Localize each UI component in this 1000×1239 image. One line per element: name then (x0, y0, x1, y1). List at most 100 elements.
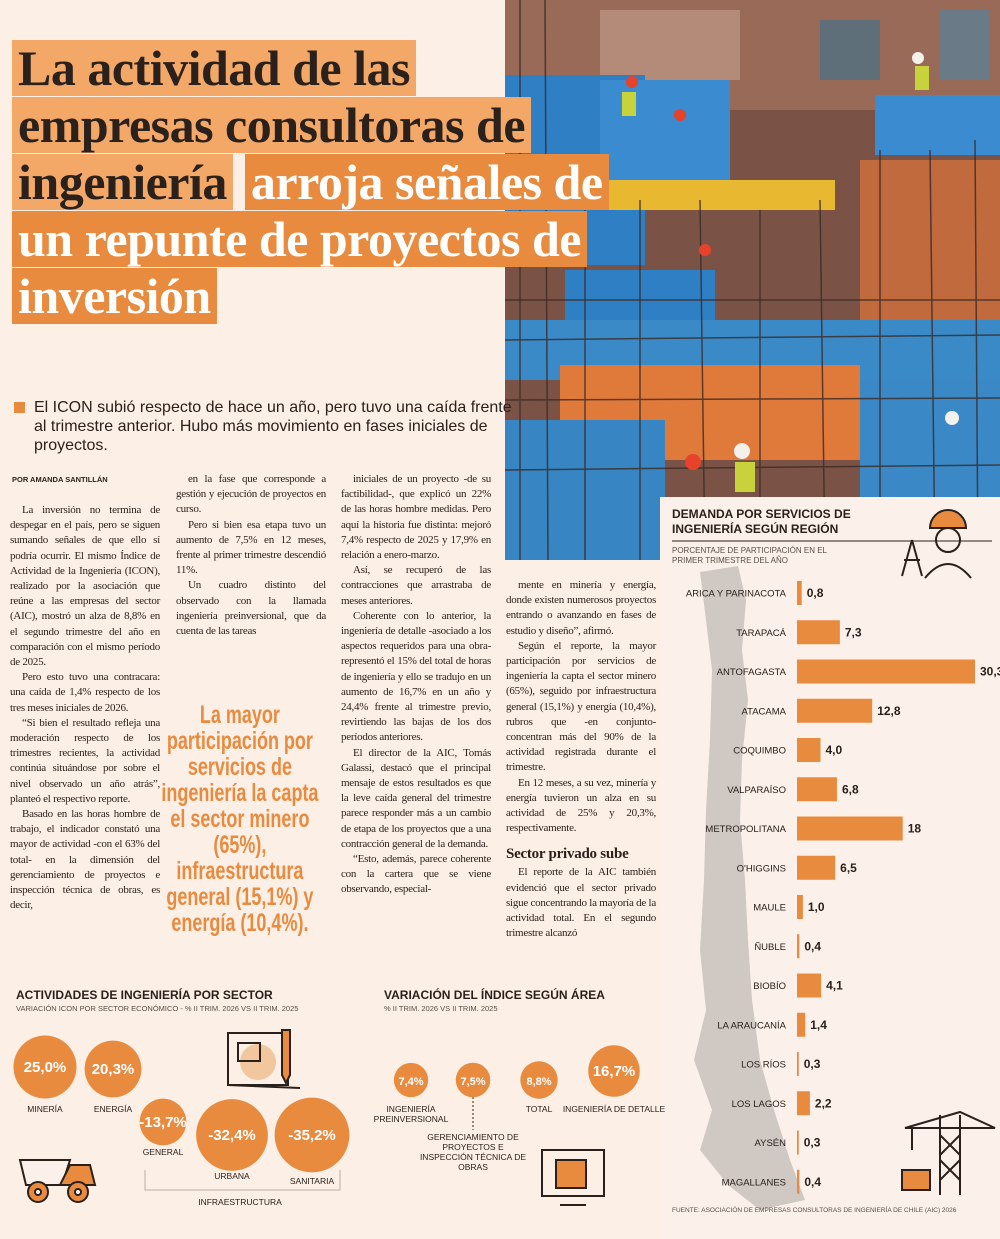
category-label: SANITARIA (289, 1176, 335, 1186)
bar (797, 1052, 799, 1076)
value-label: 0,8 (807, 586, 824, 600)
category-label: COQUIMBO (733, 746, 786, 757)
paragraph: Según el reporte, la mayor participación… (506, 639, 656, 774)
paragraph: El reporte de la AIC también evidenció q… (506, 866, 656, 940)
category-label: ANTOFAGASTA (717, 667, 787, 678)
headline: La actividad de las empresas consultoras… (12, 40, 612, 325)
bar (797, 934, 800, 959)
bubble (588, 1045, 640, 1097)
text-column: mente en minería y energía, donde existe… (506, 578, 656, 941)
paragraph: Coherente con lo anterior, la ingeniería… (341, 609, 491, 744)
map-of-chile (694, 566, 805, 1210)
category-label: ENERGÍA (93, 1104, 133, 1114)
paragraph: Así, se recuperó de las contracciones qu… (341, 564, 491, 607)
bubble (139, 1098, 187, 1146)
bubble (520, 1061, 558, 1099)
text-column: La inversión no termina de despegar en e… (10, 503, 160, 913)
value-label: 16,7% (593, 1063, 636, 1080)
category-label: INGENIERÍA DE DETALLE (562, 1104, 666, 1114)
lead: El ICON subió respecto de hace un año, p… (14, 398, 514, 455)
value-label: 1,0 (808, 900, 825, 914)
bar (797, 973, 822, 998)
bar (797, 1169, 800, 1194)
construction-photo (504, 0, 1000, 561)
paragraph: en la fase que corresponde a gestión y e… (176, 473, 326, 516)
bubble (196, 1099, 268, 1171)
category-label: GERENCIAMIENTO DE PROYECTOS E INSPECCIÓN… (419, 1132, 527, 1172)
value-label: 20,3% (92, 1061, 135, 1078)
bubble (455, 1062, 491, 1098)
byline: POR AMANDA SANTILLÁN (12, 475, 108, 484)
value-label: 25,0% (24, 1059, 67, 1076)
paragraph: La inversión no termina de despegar en e… (10, 504, 160, 669)
category-label: MINERÍA (27, 1104, 63, 1114)
source: FUENTE: ASOCIACIÓN DE EMPRESAS CONSULTOR… (672, 1207, 957, 1214)
category-label: AYSÉN (754, 1138, 786, 1149)
value-label: 8,8% (526, 1076, 551, 1088)
paragraph: Pero si bien esa etapa tuvo un aumento d… (176, 518, 326, 577)
value-label: -13,7% (139, 1114, 187, 1131)
subheading: Sector privado sube (506, 846, 629, 863)
value-label: 6,8 (842, 782, 859, 796)
bubble (393, 1062, 429, 1098)
paragraph: iniciales de un proyecto -de su factibil… (341, 473, 491, 562)
value-label: 4,0 (825, 743, 842, 757)
category-label: O'HIGGINS (737, 863, 786, 874)
value-label: 30,3 (980, 665, 1000, 679)
category-label: MAGALLANES (722, 1177, 786, 1188)
category-label: TOTAL (525, 1104, 553, 1114)
category-label: INGENIERÍA PREINVERSIONAL (373, 1104, 449, 1124)
text-column: iniciales de un proyecto -de su factibil… (341, 472, 491, 898)
category-label: ATACAMA (741, 706, 786, 717)
chart-title: ACTIVIDADES DE INGENIERÍA POR SECTOR (16, 988, 273, 1002)
value-label: 0,4 (804, 1175, 821, 1189)
value-label: 6,5 (840, 861, 857, 875)
value-label: 0,3 (804, 1057, 821, 1071)
bar (797, 698, 873, 723)
paragraph: “Si bien el resultado refleja una modera… (10, 716, 160, 805)
category-label: ÑUBLE (754, 942, 786, 953)
value-label: 7,3 (845, 625, 862, 639)
category-label: GENERAL (142, 1147, 184, 1157)
value-label: 12,8 (877, 704, 901, 718)
chart-subtitle: % II TRIM. 2026 VS II TRIM. 2025 (384, 1004, 498, 1013)
value-label: 2,2 (815, 1096, 832, 1110)
bar (797, 855, 836, 880)
value-label: -35,2% (288, 1127, 336, 1144)
bar (797, 1091, 810, 1116)
bubble (84, 1040, 142, 1098)
paragraph: mente en minería y energía, donde existe… (506, 579, 656, 637)
bubble (13, 1035, 77, 1099)
category-label: VALPARAÍSO (727, 785, 786, 796)
group-label: INFRAESTRUCTURA (198, 1197, 282, 1207)
value-label: 7,5% (460, 1076, 485, 1088)
bar (797, 895, 803, 919)
bar (797, 620, 840, 645)
category-label: MAULE (753, 903, 786, 914)
value-label: 4,1 (826, 979, 843, 993)
paragraph: “Esto, además, parece coherente con la c… (341, 853, 491, 896)
monitor-icon (541, 1149, 605, 1206)
category-label: TARAPACÁ (736, 628, 786, 639)
paragraph: Un cuadro distinto del observado con la … (176, 579, 326, 638)
value-label: 7,4% (398, 1076, 423, 1088)
text-column: en la fase que corresponde a gestión y e… (176, 472, 326, 639)
value-label: 0,4 (804, 939, 821, 953)
chart-subtitle: PORCENTAJE DE PARTICIPACIÓN EN EL PRIMER… (672, 546, 827, 565)
category-label: URBANA (214, 1171, 250, 1181)
chart-title: DEMANDA POR SERVICIOS DE INGENIERÍA SEGÚ… (672, 507, 851, 536)
chart-title: VARIACIÓN DEL ÍNDICE SEGÚN ÁREA (384, 988, 605, 1002)
value-label: 0,3 (804, 1136, 821, 1150)
category-label: LA ARAUCANÍA (717, 1020, 786, 1031)
category-label: METROPOLITANA (705, 824, 786, 835)
paragraph: En 12 meses, a su vez, minería y energía… (506, 776, 656, 835)
value-label: -32,4% (208, 1127, 256, 1144)
bar (797, 1012, 806, 1037)
paragraph: Pero esto tuvo una contracara: una caída… (10, 671, 160, 714)
category-label: BIOBÍO (753, 981, 786, 992)
chart-subtitle: VARIACIÓN ICON POR SECTOR ECONÓMICO - % … (16, 1004, 299, 1013)
value-label: 1,4 (810, 1018, 827, 1032)
engineer-icon (901, 509, 972, 579)
